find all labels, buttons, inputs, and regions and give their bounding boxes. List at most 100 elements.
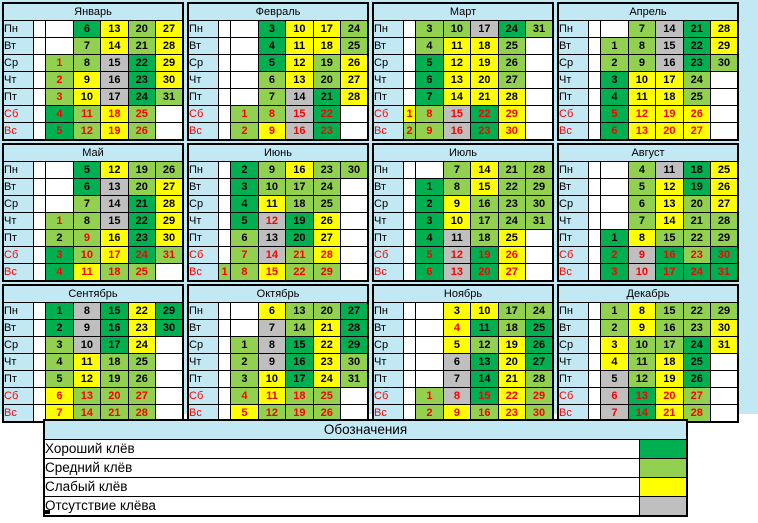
- day-cell: 15: [442, 105, 472, 123]
- day-cell: 20: [285, 229, 314, 247]
- day-cell: 20: [655, 122, 684, 141]
- weekday-label: Пн: [2, 161, 34, 179]
- legend-item-label: Отсутствие клёва: [43, 496, 640, 517]
- empty-cell: [340, 195, 369, 213]
- weekday-label: Пн: [2, 20, 34, 38]
- day-cell: 16: [100, 229, 129, 247]
- weekday-label: Ср: [2, 195, 34, 213]
- empty-cell: [155, 370, 184, 388]
- empty-cell: [587, 246, 602, 264]
- day-cell: 18: [285, 195, 314, 213]
- weekday-label: Сб: [557, 246, 589, 264]
- day-cell: 4: [627, 161, 657, 179]
- day-cell: 24: [127, 336, 157, 354]
- day-cell: 3: [415, 20, 444, 38]
- day-cell: 14: [655, 212, 684, 230]
- day-cell: 30: [525, 195, 554, 213]
- day-cell: 26: [525, 336, 554, 354]
- day-cell: 22: [497, 178, 527, 196]
- day-cell: 1: [402, 105, 417, 123]
- weekday-label: Вс: [372, 263, 404, 282]
- weekday-label: Пн: [372, 161, 404, 179]
- day-cell: 12: [257, 404, 287, 423]
- day-cell: 12: [627, 105, 657, 123]
- day-cell: 23: [312, 122, 342, 141]
- day-cell: 17: [285, 370, 314, 388]
- day-cell: 11: [627, 88, 657, 106]
- day-cell: 6: [600, 387, 629, 405]
- day-cell: 14: [285, 319, 314, 337]
- day-cell: 23: [127, 71, 157, 89]
- empty-cell: [525, 88, 554, 106]
- empty-cell: [32, 37, 47, 55]
- day-cell: 13: [100, 178, 129, 196]
- day-cell: 13: [100, 20, 129, 38]
- empty-cell: [710, 122, 739, 141]
- day-cell: 21: [312, 88, 342, 106]
- weekday-label: Вс: [557, 122, 589, 141]
- day-cell: 10: [72, 336, 102, 354]
- weekday-label: Вт: [557, 37, 589, 55]
- day-cell: 3: [45, 336, 74, 354]
- empty-cell: [155, 263, 184, 282]
- empty-cell: [710, 370, 739, 388]
- day-cell: 11: [627, 353, 657, 371]
- month-5: Май Пн 5 12 19 26 Вт 6 13 20 27 Ср 7 14 21 28 Чт 1 8 15 22 29…: [2, 143, 184, 282]
- weekday-label: Вт: [187, 178, 219, 196]
- empty-cell: [587, 302, 602, 320]
- empty-cell: [32, 178, 47, 196]
- day-cell: 2: [230, 161, 259, 179]
- weekday-label: Вт: [372, 178, 404, 196]
- day-cell: 6: [72, 178, 102, 196]
- empty-cell: [155, 404, 184, 423]
- weekday-label: Ср: [2, 336, 34, 354]
- day-cell: 22: [312, 105, 342, 123]
- day-cell: 21: [127, 195, 157, 213]
- day-cell: 11: [442, 37, 472, 55]
- day-cell: 5: [230, 212, 259, 230]
- empty-cell: [587, 336, 602, 354]
- empty-cell: [415, 302, 444, 320]
- empty-cell: [587, 178, 602, 196]
- day-cell: 12: [442, 54, 472, 72]
- day-cell: 14: [72, 404, 102, 423]
- day-cell: 19: [470, 246, 499, 264]
- month-title: Март: [372, 2, 554, 21]
- empty-cell: [217, 370, 232, 388]
- day-cell: 7: [415, 88, 444, 106]
- day-cell: 9: [627, 246, 657, 264]
- weekday-label: Пн: [187, 20, 219, 38]
- day-cell: 23: [470, 122, 499, 141]
- day-cell: 12: [655, 178, 684, 196]
- empty-cell: [230, 20, 259, 38]
- day-cell: 29: [525, 178, 554, 196]
- day-cell: 4: [45, 105, 74, 123]
- weekday-label: Чт: [557, 212, 589, 230]
- day-cell: 7: [257, 88, 287, 106]
- weekday-label: Ср: [187, 195, 219, 213]
- day-cell: 20: [100, 387, 129, 405]
- empty-cell: [402, 370, 417, 388]
- day-cell: 19: [285, 212, 314, 230]
- day-cell: 21: [285, 246, 314, 264]
- month-7: Июль Пн 7 14 21 28 Вт 1 8 15 22 29 Ср 2 9 16 23 30 Чт 3 10 17…: [372, 143, 554, 282]
- weekday-label: Чт: [557, 353, 589, 371]
- weekday-label: Сб: [372, 387, 404, 405]
- weekday-label: Пн: [2, 302, 34, 320]
- day-cell: 3: [230, 370, 259, 388]
- empty-cell: [340, 122, 369, 141]
- empty-cell: [402, 161, 417, 179]
- day-cell: 17: [285, 178, 314, 196]
- empty-cell: [415, 353, 444, 371]
- empty-cell: [525, 263, 554, 282]
- day-cell: 4: [257, 37, 287, 55]
- empty-cell: [600, 161, 629, 179]
- day-cell: 19: [100, 122, 129, 141]
- empty-cell: [402, 37, 417, 55]
- day-cell: 28: [340, 88, 369, 106]
- empty-cell: [402, 404, 417, 423]
- weekday-label: Пт: [557, 229, 589, 247]
- day-cell: 14: [470, 370, 499, 388]
- day-cell: 22: [682, 302, 712, 320]
- empty-cell: [402, 71, 417, 89]
